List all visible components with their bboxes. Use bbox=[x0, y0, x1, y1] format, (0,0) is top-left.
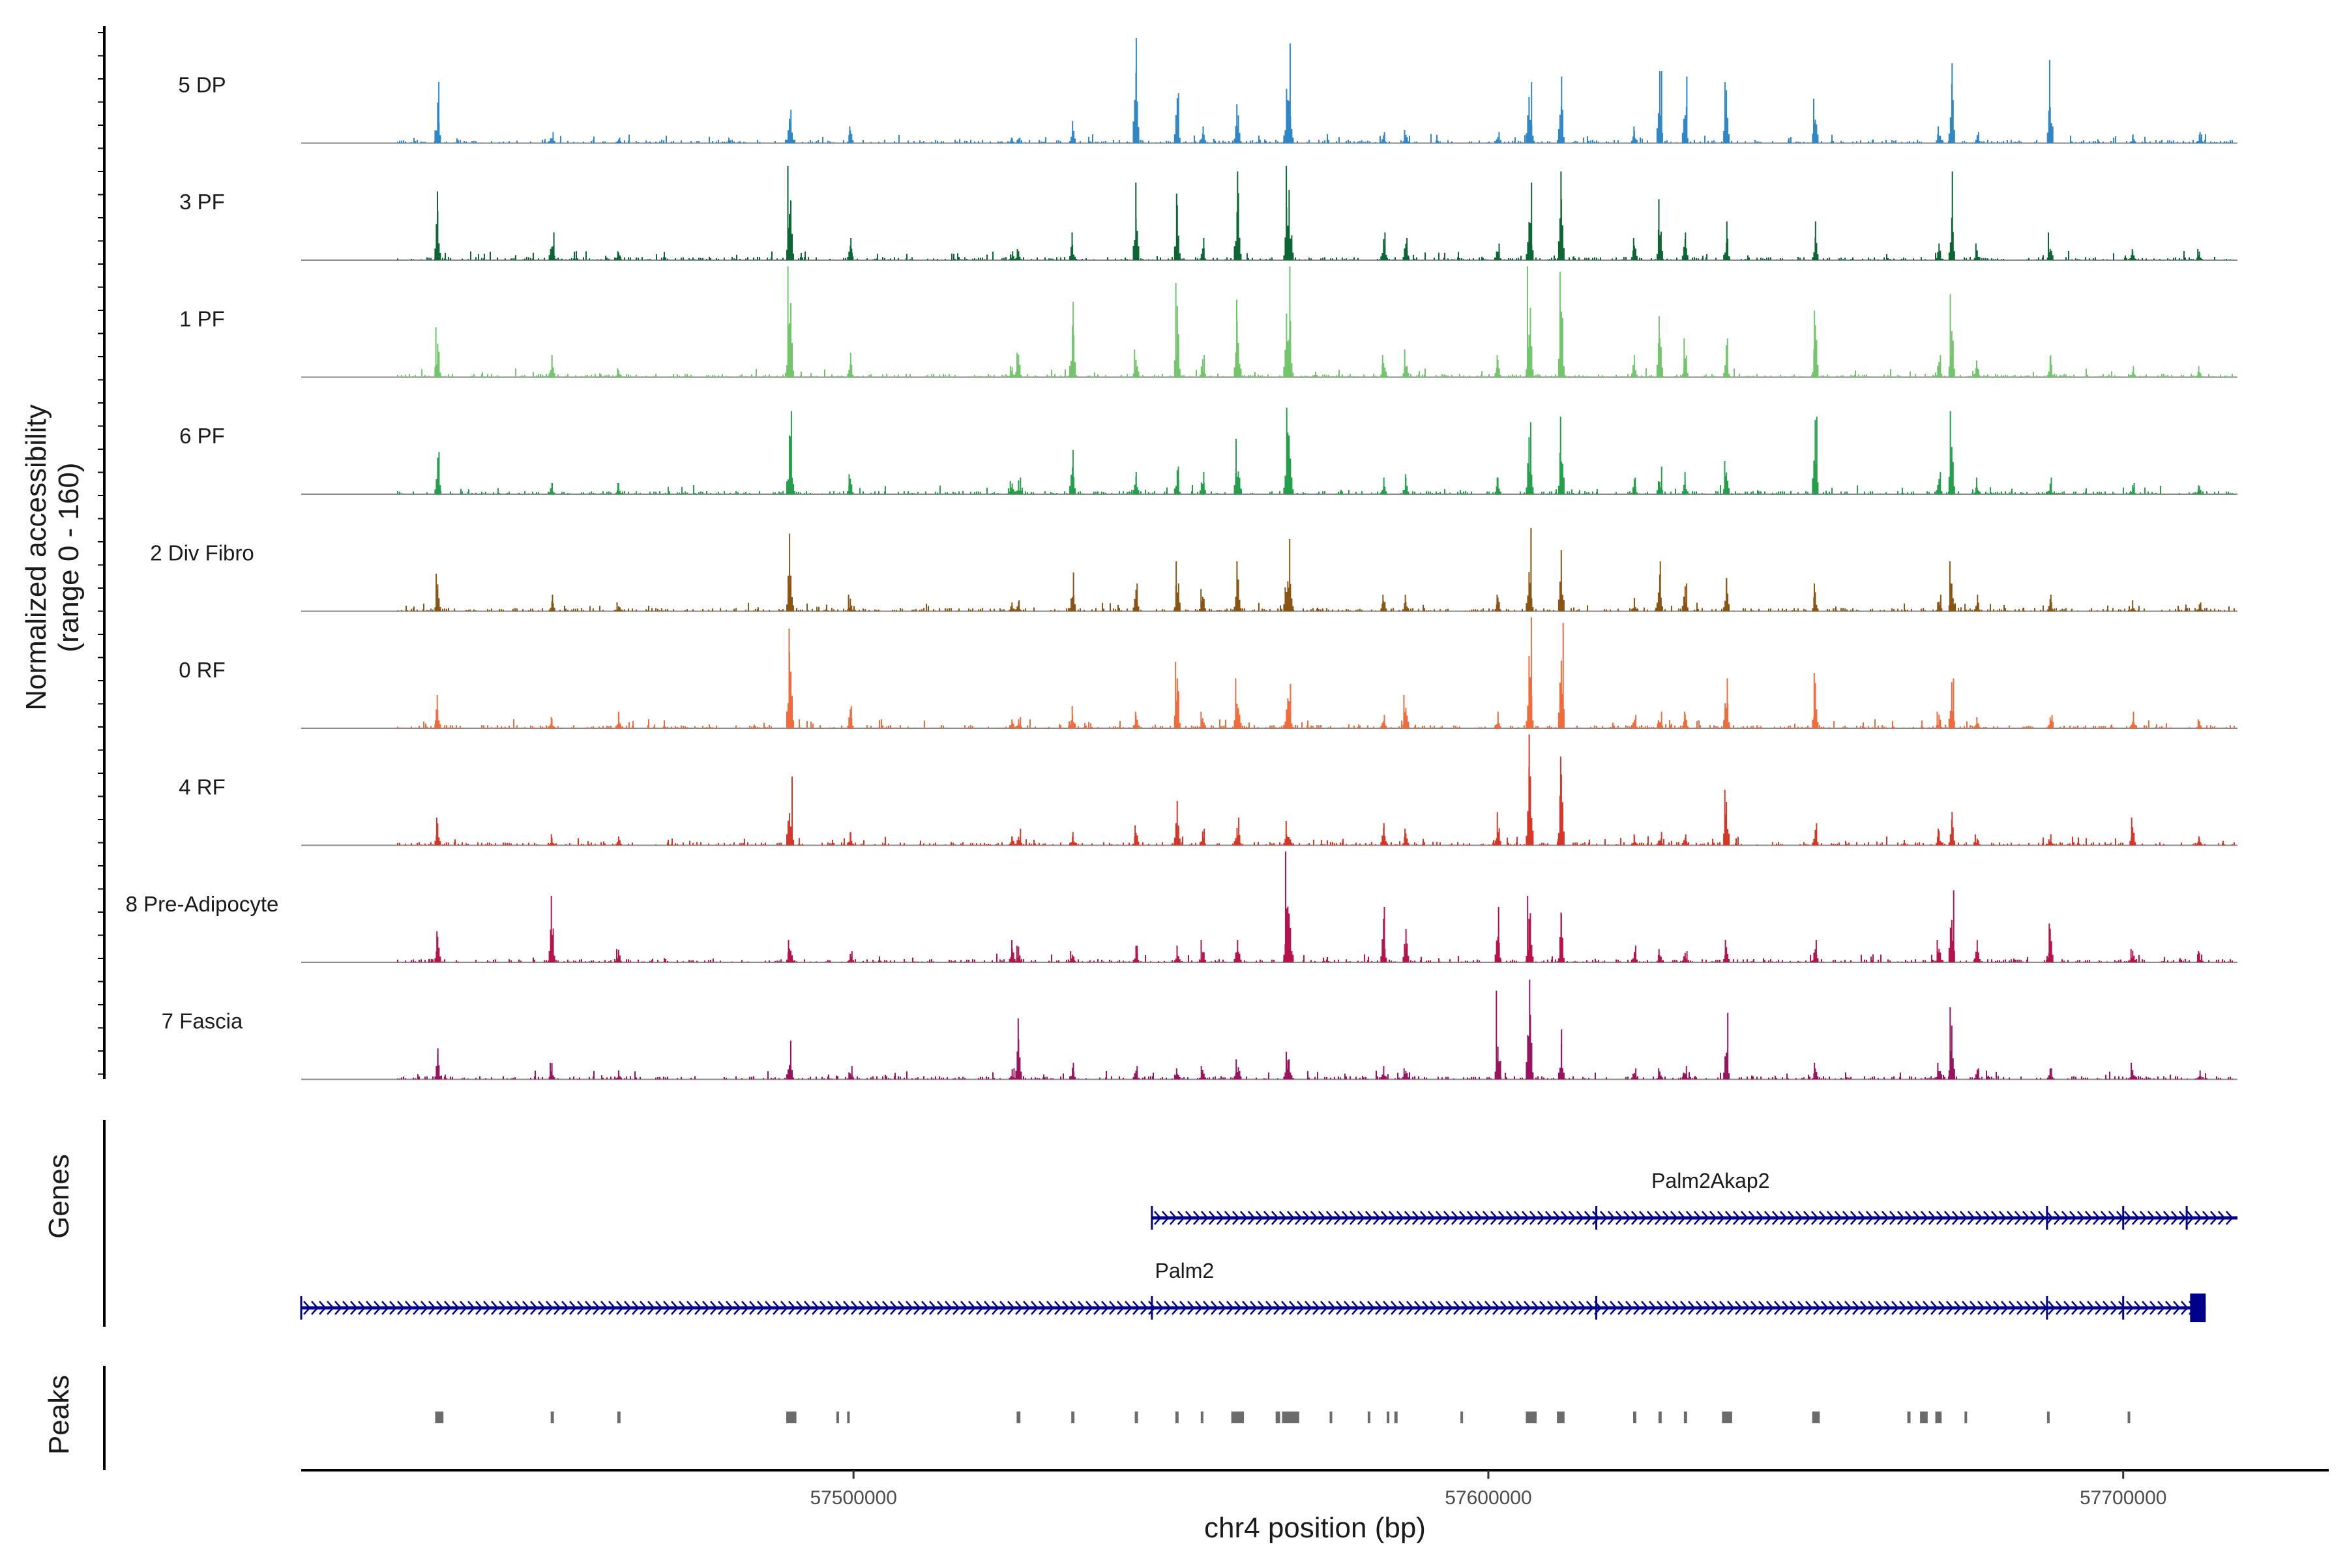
coverage-signal bbox=[397, 166, 2231, 260]
track-5-dp: 5 DP bbox=[178, 38, 2237, 144]
peak-interval bbox=[786, 1412, 797, 1423]
track-label: 5 DP bbox=[178, 73, 226, 97]
peak-interval bbox=[1016, 1412, 1021, 1423]
coverage-signal bbox=[397, 528, 2235, 612]
peak-interval bbox=[1200, 1412, 1203, 1423]
track-8-pre-adipocyte: 8 Pre-Adipocyte bbox=[126, 851, 2237, 963]
peak-interval bbox=[1920, 1412, 1928, 1423]
x-axis-ticks: 57500000 57600000 57700000 bbox=[810, 1470, 2166, 1509]
peak-interval bbox=[1907, 1412, 1911, 1423]
peak-interval bbox=[435, 1412, 444, 1423]
track-label: 0 RF bbox=[179, 658, 226, 682]
track-label: 8 Pre-Adipocyte bbox=[126, 892, 279, 916]
peak-interval bbox=[550, 1412, 554, 1423]
peak-interval bbox=[1658, 1412, 1662, 1423]
peak-interval bbox=[1231, 1412, 1245, 1423]
peak-interval bbox=[1557, 1412, 1565, 1423]
track-4-rf: 4 RF bbox=[179, 734, 2237, 846]
track-3-pf: 3 PF bbox=[179, 166, 2237, 261]
coverage-signal bbox=[397, 734, 2235, 846]
coverage-signal bbox=[397, 38, 2233, 143]
track-6-pf: 6 PF bbox=[179, 407, 2237, 495]
genes-panel-title: Genes bbox=[43, 1154, 75, 1239]
peak-interval bbox=[836, 1412, 839, 1423]
peak-intervals bbox=[435, 1412, 2131, 1423]
track-0-rf: 0 RF bbox=[179, 617, 2237, 729]
peak-interval bbox=[617, 1412, 621, 1423]
coverage-axis bbox=[98, 26, 106, 1079]
gene-label: Palm2 bbox=[1155, 1259, 1215, 1282]
peak-interval bbox=[1964, 1412, 1968, 1423]
track-label: 1 PF bbox=[179, 307, 225, 331]
track-label: 4 RF bbox=[179, 775, 226, 799]
track-label: 3 PF bbox=[179, 190, 225, 214]
peak-interval bbox=[1683, 1412, 1687, 1423]
coverage-signal bbox=[397, 979, 2233, 1080]
peak-interval bbox=[1329, 1412, 1333, 1423]
coverage-tracks: 5 DP 3 PF 1 PF 6 PF 2 Div Fibro 0 RF 4 RF 8 Pre… bbox=[126, 38, 2237, 1080]
peak-interval bbox=[1526, 1412, 1537, 1423]
peak-interval bbox=[1071, 1412, 1075, 1423]
x-axis-title: chr4 position (bp) bbox=[1204, 1512, 1426, 1544]
x-tick-label: 57500000 bbox=[810, 1487, 896, 1509]
peak-interval bbox=[2046, 1412, 2050, 1423]
peak-interval bbox=[1812, 1412, 1820, 1423]
peak-interval bbox=[847, 1412, 850, 1423]
peak-interval bbox=[1282, 1412, 1299, 1423]
peak-interval bbox=[2127, 1412, 2131, 1423]
gene-palm2: Palm2 bbox=[300, 1259, 2206, 1322]
coverage-signal bbox=[397, 407, 2233, 494]
track-label: 2 Div Fibro bbox=[150, 541, 254, 565]
x-tick-label: 57600000 bbox=[1445, 1487, 1531, 1509]
peak-interval bbox=[1460, 1412, 1464, 1423]
peak-interval bbox=[1275, 1412, 1280, 1423]
track-7-fascia: 7 Fascia bbox=[162, 979, 2237, 1080]
peak-interval bbox=[1394, 1412, 1398, 1423]
strand-arrows bbox=[1153, 1211, 2234, 1225]
gene-label: Palm2Akap2 bbox=[1651, 1169, 1769, 1192]
peak-interval bbox=[1367, 1412, 1370, 1423]
peak-interval bbox=[1935, 1412, 1942, 1423]
peaks-panel-title: Peaks bbox=[43, 1375, 75, 1455]
track-1-pf: 1 PF bbox=[179, 266, 2237, 378]
strand-arrows bbox=[303, 1301, 2204, 1315]
gene-end-exon bbox=[2190, 1294, 2206, 1322]
peak-interval bbox=[1175, 1412, 1179, 1423]
y-axis-title-line2: (range 0 - 160) bbox=[53, 462, 85, 652]
peak-interval bbox=[1722, 1412, 1732, 1423]
track-2-div-fibro: 2 Div Fibro bbox=[150, 528, 2237, 612]
x-tick-label: 57700000 bbox=[2080, 1487, 2166, 1509]
track-label: 7 Fascia bbox=[162, 1009, 243, 1033]
coverage-signal bbox=[397, 851, 2233, 962]
peak-interval bbox=[1387, 1412, 1390, 1423]
peak-interval bbox=[1134, 1412, 1138, 1423]
coverage-signal bbox=[397, 617, 2235, 728]
track-label: 6 PF bbox=[179, 424, 225, 448]
gene-annotations: Palm2Akap2 Palm2 bbox=[300, 1169, 2237, 1322]
gene-palm2akap2: Palm2Akap2 bbox=[1151, 1169, 2237, 1230]
y-axis-title-line1: Normalized accessibility bbox=[20, 404, 52, 710]
peak-interval bbox=[1633, 1412, 1636, 1423]
coverage-signal bbox=[397, 266, 2233, 377]
